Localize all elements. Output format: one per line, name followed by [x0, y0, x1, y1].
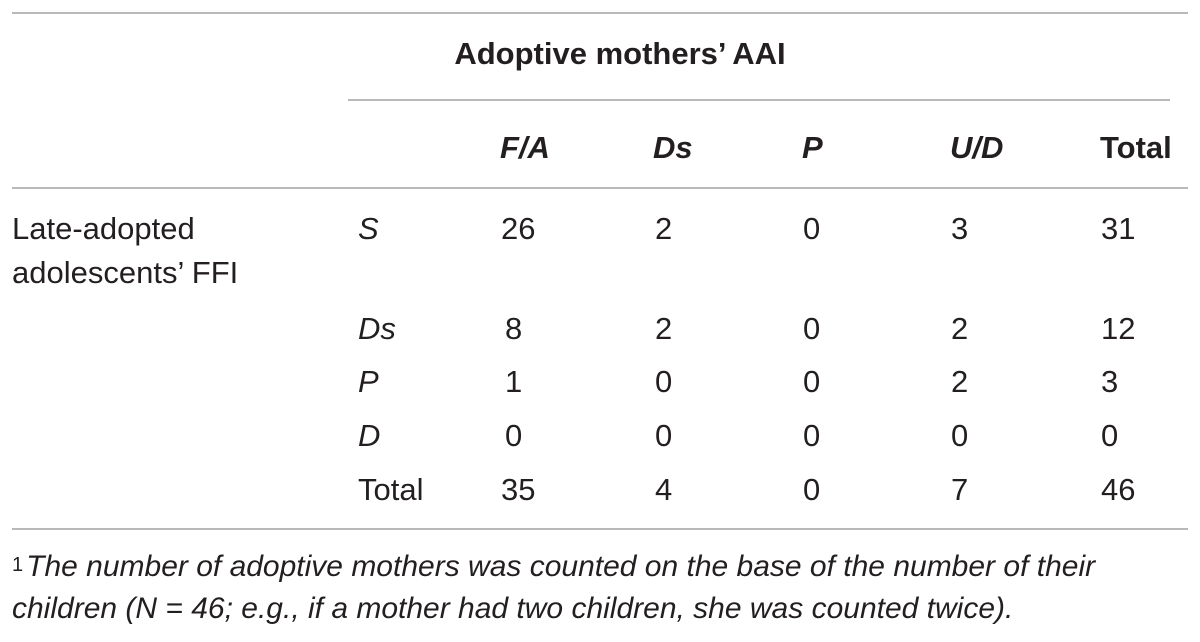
- row-label: S: [358, 211, 379, 246]
- column-header-fa: F/A: [500, 130, 550, 165]
- table-footnote: 1 The number of adoptive mothers was coun…: [12, 546, 1188, 630]
- column-header-total: Total: [1100, 130, 1172, 165]
- row-group-label-line2: adolescents’ FFI: [12, 255, 239, 290]
- table-cell: 31: [1101, 211, 1136, 246]
- table-cell: 0: [803, 418, 821, 453]
- table-cell: 0: [951, 418, 969, 453]
- column-header-p: P: [802, 130, 823, 165]
- row-label: P: [358, 364, 379, 399]
- table-cell: 0: [803, 472, 821, 507]
- table-cell: 1: [505, 364, 523, 399]
- column-header-ds: Ds: [653, 130, 693, 165]
- table-cell: 2: [951, 311, 969, 346]
- column-header-ud: U/D: [950, 130, 1004, 165]
- table-cell: 26: [501, 211, 536, 246]
- table-cell: 0: [655, 364, 673, 399]
- table-cell: 0: [1101, 418, 1119, 453]
- header-rule: [12, 187, 1188, 189]
- table-cell: 12: [1101, 311, 1136, 346]
- table-cell: 2: [951, 364, 969, 399]
- table-cell: 2: [655, 311, 673, 346]
- table-cell: 3: [1101, 364, 1119, 399]
- top-rule: [12, 12, 1188, 14]
- table-cell: 3: [951, 211, 969, 246]
- table-cell: 0: [803, 211, 821, 246]
- footnote-line-1: The number of adoptive mothers was count…: [26, 550, 1096, 583]
- footnote-marker: 1: [12, 554, 24, 576]
- row-label: Total: [358, 472, 424, 507]
- column-group-rule: [348, 99, 1170, 101]
- table-cell: 8: [505, 311, 523, 346]
- table-cell: 0: [655, 418, 673, 453]
- table-cell: 0: [505, 418, 523, 453]
- table-cell: 0: [803, 364, 821, 399]
- footnote-line-2: children (N = 46; e.g., if a mother had …: [12, 592, 1014, 625]
- row-label: D: [358, 418, 381, 453]
- table-cell: 0: [803, 311, 821, 346]
- table-cell: 4: [655, 472, 673, 507]
- table-cell: 35: [501, 472, 536, 507]
- table-cell: 46: [1101, 472, 1136, 507]
- table-cell: 2: [655, 211, 673, 246]
- table-cell: 7: [951, 472, 969, 507]
- bottom-rule: [12, 528, 1188, 530]
- row-label: Ds: [358, 311, 396, 346]
- column-group-header: Adoptive mothers’ AAI: [454, 36, 786, 71]
- row-group-label-line1: Late-adopted: [12, 211, 195, 246]
